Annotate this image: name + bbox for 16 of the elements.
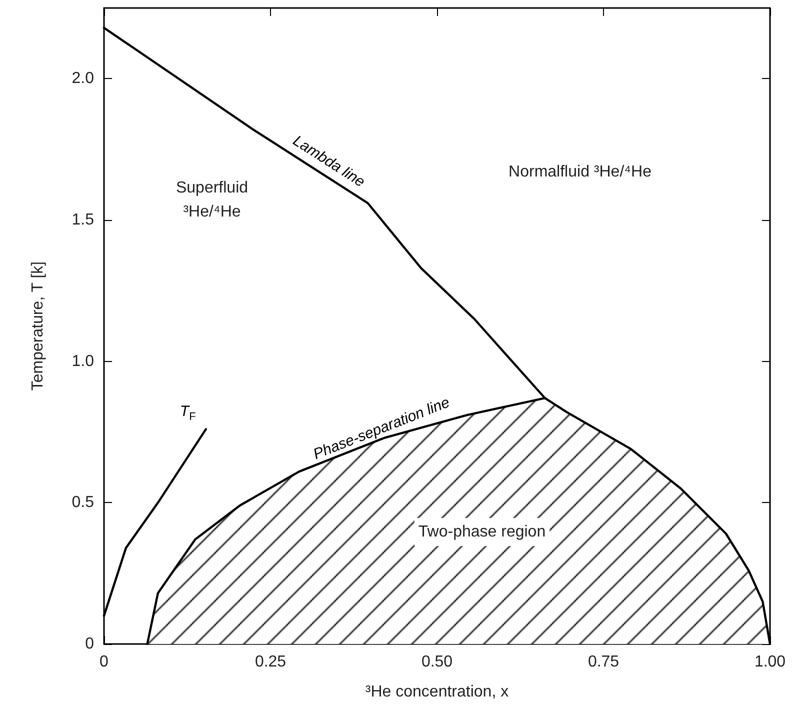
x-tick-label: 0.75 <box>588 654 620 670</box>
y-tick-label: 0 <box>85 636 94 652</box>
y-tick-label: 1.0 <box>72 352 94 370</box>
y-tick-label: 0.5 <box>72 494 94 512</box>
x-tick-label: 0 <box>100 654 109 670</box>
y-axis-title: Temperature, T [k] <box>30 261 46 391</box>
series-label: T$_{F}$ <box>180 402 196 423</box>
annotation: Two-phase region <box>418 524 546 540</box>
y-tick-label: 1.5 <box>72 212 94 228</box>
x-axis-title: ³He concentration, x <box>365 684 509 700</box>
y-tick-label: 2.0 <box>72 70 94 88</box>
annotation: Normalfluid ³He/⁴He <box>508 164 652 180</box>
x-tick-label: 0.25 <box>254 654 286 670</box>
x-tick-label: 0.50 <box>421 654 453 670</box>
annotation: Superfluid ³He/⁴He <box>176 180 248 220</box>
x-tick-label: 1.00 <box>754 654 786 670</box>
